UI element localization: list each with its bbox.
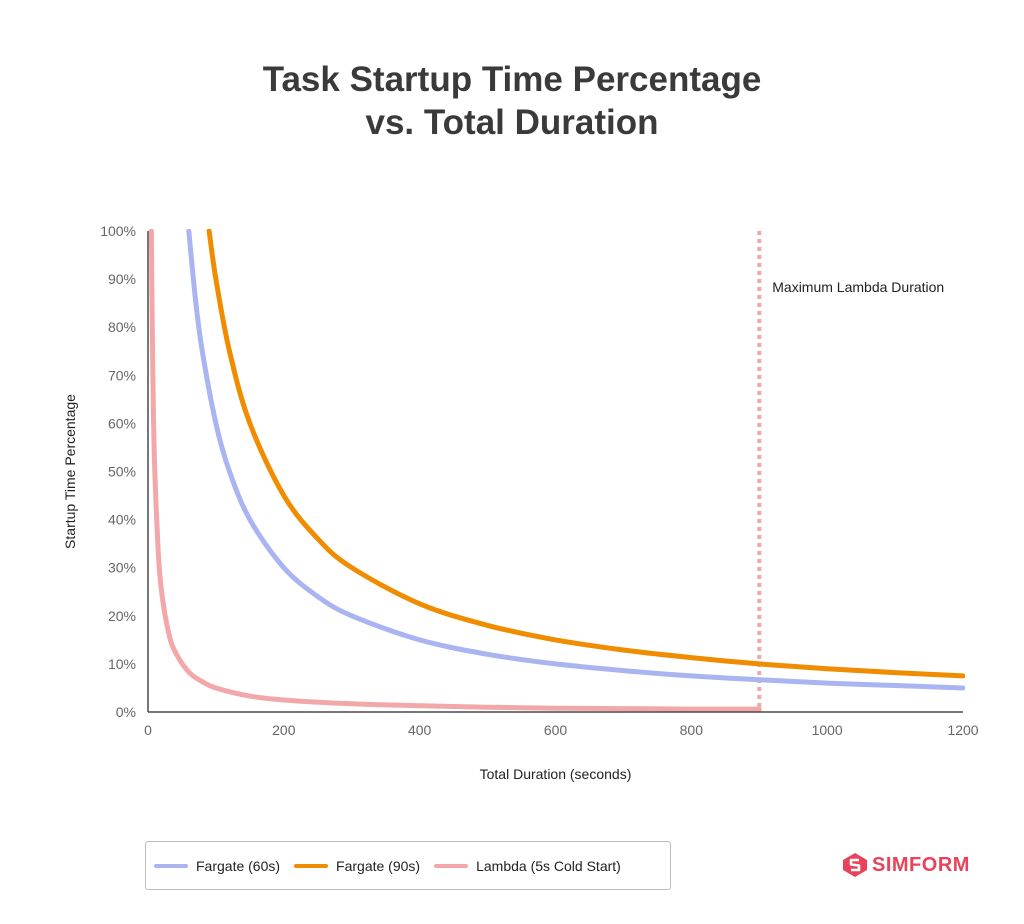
- y-tick-label: 50%: [108, 464, 136, 480]
- legend-item-fargate-90: Fargate (90s): [294, 858, 420, 874]
- legend-label-fargate-90: Fargate (90s): [336, 857, 421, 874]
- brand-name: SIMFORM: [872, 853, 970, 876]
- legend-label-fargate-60: Fargate (60s): [196, 857, 281, 874]
- x-tick-label: 200: [272, 722, 296, 738]
- y-tick-label: 10%: [108, 656, 136, 672]
- legend-item-lambda: Lambda (5s Cold Start): [434, 858, 621, 874]
- line-chart: 0% 10% 20% 30% 40% 50% 60% 70% 80% 90% 100% 0 200 40…: [62, 223, 979, 782]
- x-axis-label: Total Duration (seconds): [480, 766, 632, 782]
- y-tick-label: 60%: [108, 415, 136, 431]
- y-tick-label: 30%: [108, 560, 136, 576]
- simform-logo-icon: [843, 853, 867, 877]
- y-tick-label: 40%: [108, 512, 136, 528]
- lambda-line: [148, 229, 762, 712]
- legend-item-fargate-60: Fargate (60s): [154, 858, 280, 874]
- x-tick-label: 0: [144, 722, 152, 738]
- y-tick-label: 70%: [108, 367, 136, 383]
- legend-swatch-lambda: [434, 863, 469, 868]
- legend-label-lambda: Lambda (5s Cold Start): [476, 857, 621, 874]
- y-tick-label: 100%: [100, 223, 136, 239]
- x-tick-label: 1000: [812, 722, 843, 738]
- x-tick-labels: 0 200 400 600 800 1000 1200: [144, 722, 979, 738]
- chart-title-line-1: Task Startup Time Percentage: [262, 60, 762, 99]
- y-tick-label: 80%: [108, 319, 136, 335]
- x-tick-label: 600: [544, 722, 568, 738]
- y-axis-label: Startup Time Percentage: [62, 394, 78, 549]
- max-lambda-duration-label: Maximum Lambda Duration: [772, 279, 944, 295]
- x-tick-label: 400: [408, 722, 432, 738]
- x-tick-label: 1200: [947, 722, 978, 738]
- legend-swatch-fargate-60: [154, 863, 188, 868]
- y-tick-labels: 0% 10% 20% 30% 40% 50% 60% 70% 80% 90% 100%: [100, 223, 136, 720]
- y-tick-label: 90%: [108, 271, 136, 287]
- legend: Fargate (60s) Fargate (90s) Lambda (5s C…: [145, 841, 671, 890]
- brand-logo: SIMFORM: [842, 852, 970, 878]
- fargate-60-line: [186, 229, 965, 691]
- annotation-labels: Maximum Lambda Duration: [772, 279, 944, 295]
- series-lines: [148, 229, 965, 712]
- y-tick-label: 20%: [108, 608, 136, 624]
- y-tick-label: 0%: [116, 704, 136, 720]
- chart-title: Task Startup Time Percentage vs. Total D…: [0, 58, 1024, 144]
- fargate-90-line: [206, 229, 965, 679]
- legend-swatch-fargate-90: [294, 863, 329, 868]
- chart-title-line-2: vs. Total Duration: [365, 103, 659, 142]
- x-tick-label: 800: [680, 722, 704, 738]
